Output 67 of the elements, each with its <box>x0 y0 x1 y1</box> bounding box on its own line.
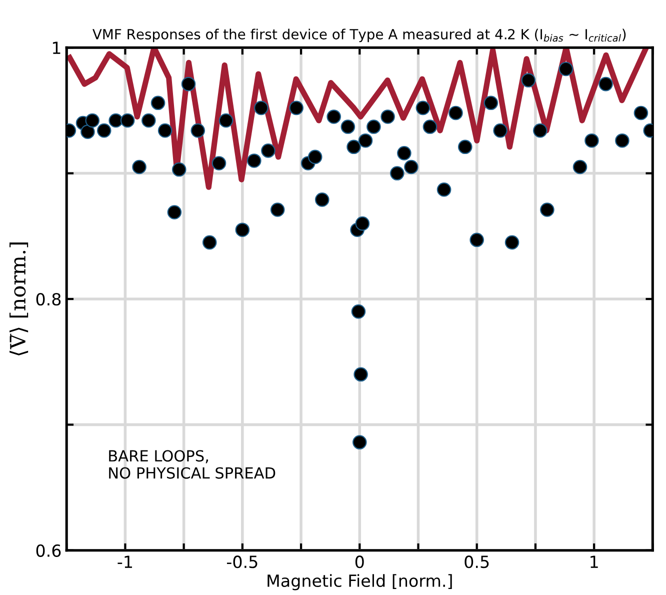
point <box>85 113 100 128</box>
point <box>404 160 418 174</box>
x-tick-label: 0 <box>355 556 364 568</box>
point <box>108 113 123 128</box>
point <box>521 73 536 88</box>
chart-title: VMF Responses of the first device of Type A measured at 4.2 K (I$_{bias}$ ~ I$_{critical}$) <box>92 28 626 42</box>
point <box>366 120 381 134</box>
point <box>254 100 268 116</box>
point <box>142 113 156 128</box>
point <box>615 133 630 148</box>
point <box>261 144 276 158</box>
point <box>397 146 412 160</box>
point <box>181 76 196 92</box>
point <box>533 123 548 138</box>
point <box>212 156 226 170</box>
point <box>202 235 217 250</box>
point <box>354 367 368 382</box>
point <box>358 133 373 148</box>
point <box>352 435 367 450</box>
point <box>346 140 361 154</box>
point <box>190 123 206 138</box>
point <box>132 160 146 174</box>
point <box>558 62 574 76</box>
point <box>380 110 395 124</box>
point <box>80 124 95 139</box>
point <box>448 106 463 120</box>
point <box>218 113 234 128</box>
point <box>572 160 588 174</box>
point <box>120 113 135 128</box>
point <box>308 150 322 164</box>
point <box>422 120 438 134</box>
annotation: BARE LOOPS, NO PHYSICAL SPREAD <box>109 450 276 479</box>
point <box>540 202 554 217</box>
point <box>470 232 484 248</box>
point <box>314 192 330 207</box>
x-tick-label: 0.5 <box>464 556 489 568</box>
point <box>340 120 356 134</box>
point <box>235 222 250 237</box>
y-axis-title: ⟨V̄⟩ [norm.] <box>10 242 28 356</box>
x-axis-title: Magnetic Field [norm.] <box>268 574 452 590</box>
point <box>247 154 262 168</box>
point <box>504 235 520 250</box>
point <box>150 96 166 110</box>
point <box>355 216 370 231</box>
point <box>458 140 472 154</box>
point <box>436 182 452 197</box>
y-tick-label: 0.6 <box>36 544 61 557</box>
point <box>167 205 182 220</box>
point <box>326 110 341 124</box>
point <box>158 123 172 138</box>
point <box>598 76 613 92</box>
point <box>96 123 112 138</box>
point <box>584 133 599 148</box>
x-tick-label: -0.5 <box>226 556 258 568</box>
point <box>634 106 648 120</box>
x-tick-label: -1 <box>118 556 132 568</box>
point <box>289 100 304 116</box>
x-tick-label: 1 <box>590 556 598 568</box>
point <box>351 304 366 319</box>
y-tick-label: 1 <box>52 42 60 54</box>
point <box>416 100 430 116</box>
point <box>484 96 498 110</box>
y-tick-label: 0.8 <box>36 292 61 306</box>
point <box>493 123 508 138</box>
point <box>390 166 404 180</box>
point <box>270 202 285 217</box>
point <box>172 162 186 177</box>
